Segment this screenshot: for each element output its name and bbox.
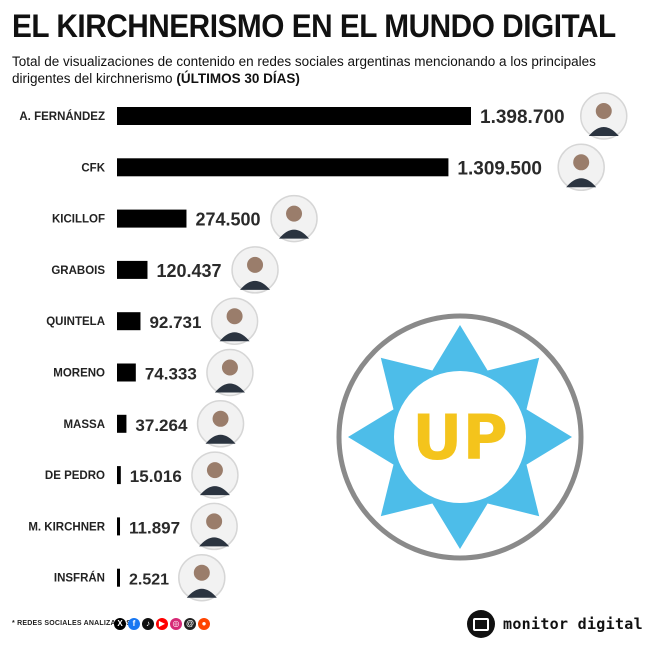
politician-avatar	[231, 246, 279, 294]
bar	[117, 466, 121, 485]
politician-avatar	[270, 194, 318, 243]
bar-label: MORENO	[53, 368, 105, 380]
subtitle-text: Total de visualizaciones de contenido en…	[12, 54, 596, 86]
up-badge: UP	[336, 313, 584, 561]
bar-value-label: 37.264	[135, 416, 188, 435]
page-title: EL KIRCHNERISMO EN EL MUNDO DIGITAL	[12, 8, 616, 44]
bar-value-label: 120.437	[156, 261, 221, 281]
bar	[117, 260, 148, 279]
bars-group: A. FERNÁNDEZ 1.398.700 CFK 1.309.500 KICILLO…	[19, 92, 628, 602]
threads-icon: @	[184, 618, 196, 630]
bar	[117, 107, 471, 125]
politician-avatar	[557, 143, 605, 192]
politician-avatar	[190, 502, 238, 551]
bar	[117, 363, 136, 382]
bar-value-label: 92.731	[149, 313, 201, 332]
bar-value-label: 2.521	[129, 572, 169, 589]
facebook-icon: f	[128, 618, 140, 630]
monitor-logo-icon	[467, 610, 495, 638]
brand: monitor digital	[467, 610, 643, 638]
bar-label: INSFRÁN	[54, 572, 105, 585]
bar-label: A. FERNÁNDEZ	[19, 110, 105, 123]
bar-label: MASSA	[63, 419, 105, 431]
bar-label: CFK	[81, 162, 105, 174]
bar	[117, 414, 127, 433]
bar	[117, 312, 141, 331]
bar-value-label: 274.500	[195, 210, 260, 230]
bar-label: M. KIRCHNER	[28, 521, 105, 533]
politician-avatar	[206, 348, 254, 397]
politician-avatar	[178, 553, 226, 602]
bar-value-label: 1.309.500	[457, 158, 542, 179]
bar	[117, 209, 187, 228]
bar-label: QUINTELA	[46, 316, 105, 328]
badge-text: UP	[412, 401, 508, 474]
bar-value-label: 1.398.700	[480, 107, 565, 128]
subtitle-period: (ÚLTIMOS 30 DÍAS)	[176, 71, 300, 86]
bar-value-label: 74.333	[145, 365, 197, 384]
politician-avatar	[210, 297, 259, 345]
politician-avatar	[191, 451, 239, 499]
bar	[117, 158, 449, 177]
reddit-icon: ●	[198, 618, 210, 630]
bar-value-label: 15.016	[130, 467, 182, 486]
bar-label: KICILLOF	[52, 214, 105, 226]
brand-name: monitor digital	[503, 615, 643, 633]
page-subtitle: Total de visualizaciones de contenido en…	[12, 53, 632, 87]
bar	[117, 517, 121, 536]
footer-note: * REDES SOCIALES ANALIZADAS	[12, 620, 132, 627]
badge-center	[394, 371, 526, 503]
instagram-icon: ◎	[170, 618, 182, 630]
tiktok-icon: ♪	[142, 618, 154, 630]
bar-label: GRABOIS	[51, 265, 105, 277]
x-icon: X	[114, 618, 126, 630]
youtube-icon: ▶	[156, 618, 168, 630]
bar-value-label: 11.897	[129, 518, 180, 537]
politician-avatar	[196, 400, 245, 448]
politician-avatar	[580, 92, 628, 140]
bar	[117, 568, 120, 587]
bar-label: DE PEDRO	[45, 470, 105, 482]
